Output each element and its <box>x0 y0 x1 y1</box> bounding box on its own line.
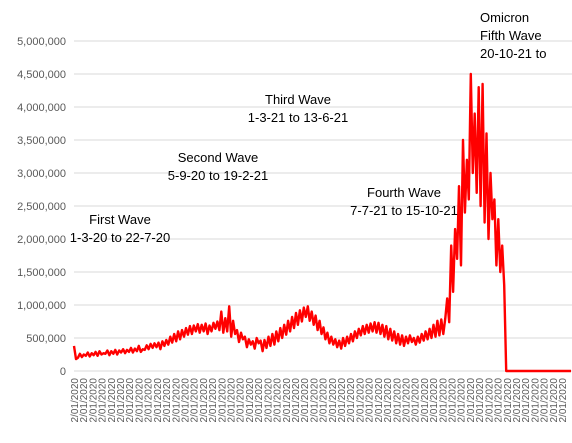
x-tick-label: 2/01/2020 <box>190 378 201 423</box>
x-tick-label: 2/01/2020 <box>88 378 99 423</box>
x-tick-label: 2/01/2020 <box>70 378 81 423</box>
y-tick-label: 4,000,000 <box>17 102 66 114</box>
x-tick-label: 2/01/2020 <box>346 378 357 423</box>
x-tick-label: 2/01/2020 <box>79 378 90 423</box>
x-tick-label: 2/01/2020 <box>319 378 330 423</box>
wave-annotation-line: First Wave <box>89 212 151 227</box>
x-tick-label: 2/01/2020 <box>300 378 311 423</box>
y-tick-label: 1,500,000 <box>17 267 66 279</box>
x-tick-label: 2/01/2020 <box>411 378 422 423</box>
x-tick-label: 2/01/2020 <box>337 378 348 423</box>
x-tick-label: 2/01/2020 <box>457 378 468 423</box>
x-tick-label: 2/01/2020 <box>116 378 127 423</box>
x-tick-label: 2/01/2020 <box>144 378 155 423</box>
y-tick-label: 3,000,000 <box>17 168 66 180</box>
x-tick-label: 2/01/2020 <box>392 378 403 423</box>
wave-annotation-line: Second Wave <box>178 150 258 165</box>
x-tick-label: 2/01/2020 <box>181 378 192 423</box>
x-tick-label: 2/01/2020 <box>199 378 210 423</box>
x-tick-label: 2/01/2020 <box>254 378 265 423</box>
x-tick-label: 2/01/2020 <box>291 378 302 423</box>
wave-annotation-line: Omicron <box>480 10 529 25</box>
wave-annotation-line: 20-10-21 to <box>480 46 547 61</box>
x-tick-label: 2/01/2020 <box>208 378 219 423</box>
y-tick-label: 2,500,000 <box>17 201 66 213</box>
x-tick-label: 2/01/2020 <box>549 378 560 423</box>
x-tick-label: 2/01/2020 <box>512 378 523 423</box>
x-tick-label: 2/01/2020 <box>475 378 486 423</box>
x-tick-label: 2/01/2020 <box>282 378 293 423</box>
x-tick-label: 2/01/2020 <box>135 378 146 423</box>
x-tick-label: 2/01/2020 <box>236 378 247 423</box>
x-tick-label: 2/01/2020 <box>365 378 376 423</box>
x-tick-label: 2/01/2020 <box>448 378 459 423</box>
x-tick-label: 2/01/2020 <box>466 378 477 423</box>
x-tick-label: 2/01/2020 <box>503 378 514 423</box>
y-tick-label: 1,000,000 <box>17 300 66 312</box>
x-tick-label: 2/01/2020 <box>328 378 339 423</box>
x-tick-label: 2/01/2020 <box>484 378 495 423</box>
x-tick-label: 2/01/2020 <box>374 378 385 423</box>
x-tick-label: 2/01/2020 <box>402 378 413 423</box>
series-line <box>72 72 571 373</box>
wave-annotation-line: 1-3-20 to 22-7-20 <box>70 230 170 245</box>
x-tick-label: 2/01/2020 <box>98 378 109 423</box>
x-tick-label: 2/01/2020 <box>438 378 449 423</box>
x-tick-label: 2/01/2020 <box>494 378 505 423</box>
x-tick-label: 2/01/2020 <box>530 378 541 423</box>
y-tick-label: 4,500,000 <box>17 69 66 81</box>
x-tick-label: 2/01/2020 <box>429 378 440 423</box>
x-tick-label: 2/01/2020 <box>355 378 366 423</box>
x-tick-label: 2/01/2020 <box>521 378 532 423</box>
x-tick-label: 2/01/2020 <box>217 378 228 423</box>
y-tick-label: 500,000 <box>26 333 66 345</box>
x-tick-label: 2/01/2020 <box>263 378 274 423</box>
y-tick-label: 5,000,000 <box>17 36 66 48</box>
x-tick-label: 2/01/2020 <box>273 378 284 423</box>
x-tick-label: 2/01/2020 <box>107 378 118 423</box>
x-tick-label: 2/01/2020 <box>420 378 431 423</box>
wave-annotation-line: 5-9-20 to 19-2-21 <box>168 168 268 183</box>
y-tick-label: 3,500,000 <box>17 135 66 147</box>
x-tick-label: 2/01/2020 <box>245 378 256 423</box>
wave-annotation-line: Third Wave <box>265 92 331 107</box>
wave-annotation-line: Fifth Wave <box>480 28 542 43</box>
wave-annotation-line: 7-7-21 to 15-10-21 <box>350 203 458 218</box>
x-tick-label: 2/01/2020 <box>125 378 136 423</box>
wave-annotation-line: Fourth Wave <box>367 185 441 200</box>
x-tick-label: 2/01/2020 <box>309 378 320 423</box>
x-tick-label: 2/01/2020 <box>540 378 551 423</box>
x-tick-label: 2/01/2020 <box>227 378 238 423</box>
wave-annotation-line: 1-3-21 to 13-6-21 <box>248 110 348 125</box>
x-tick-label: 2/01/2020 <box>162 378 173 423</box>
y-tick-label: 0 <box>60 366 66 378</box>
x-tick-label: 2/01/2020 <box>171 378 182 423</box>
y-tick-label: 2,000,000 <box>17 234 66 246</box>
x-tick-label: 2/01/2020 <box>558 378 569 423</box>
x-tick-label: 2/01/2020 <box>153 378 164 423</box>
x-tick-label: 2/01/2020 <box>383 378 394 423</box>
